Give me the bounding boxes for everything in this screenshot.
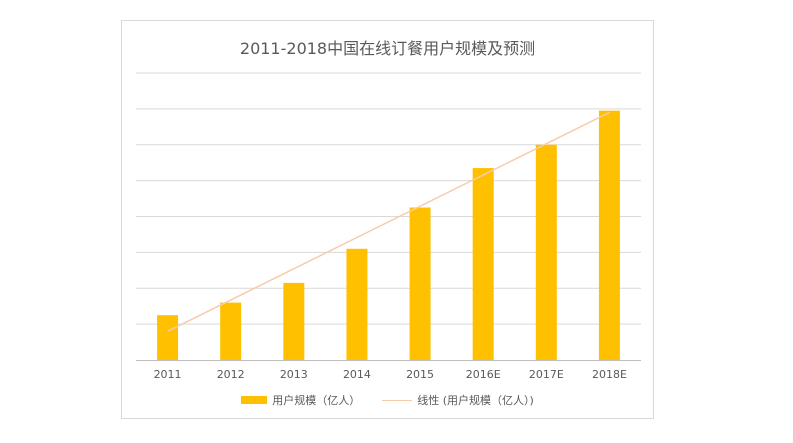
x-tick-label-2015: 2015 — [406, 368, 434, 381]
bar-2011 — [157, 315, 179, 360]
bar-series — [157, 110, 620, 360]
bar-2013 — [283, 282, 305, 360]
legend-bar-swatch — [241, 396, 268, 404]
bar-2015 — [409, 207, 431, 360]
bar-2012 — [220, 302, 242, 360]
x-tick-label-2018E: 2018E — [592, 368, 627, 381]
chart-title: 2011-2018中国在线订餐用户规模及预测 — [239, 39, 536, 58]
x-tick-label-2016E: 2016E — [466, 368, 501, 381]
legend-trendline-swatch — [382, 399, 413, 401]
legend: 用户规模（亿人） 线性 (用户规模（亿人）) — [122, 392, 653, 408]
bar-2017E — [535, 144, 557, 360]
x-tick-label-2017E: 2017E — [529, 368, 564, 381]
trendline-path — [167, 111, 610, 332]
chart-plot: 2011 2012 2013 2014 2015 2016E 2017E 2018E — [136, 72, 641, 381]
x-tick-labels: 2011 2012 2013 2014 2015 2016E 2017E 2018E — [154, 368, 627, 381]
legend-bar-label: 用户规模（亿人） — [272, 394, 361, 407]
x-tick-label-2012: 2012 — [217, 368, 245, 381]
legend-item-bar: 用户规模（亿人） — [241, 392, 360, 408]
bar-2018E — [598, 110, 620, 360]
x-tick-label-2011: 2011 — [154, 368, 182, 381]
x-tick-label-2014: 2014 — [343, 368, 371, 381]
x-tick-label-2013: 2013 — [280, 368, 308, 381]
legend-trendline-label: 线性 (用户规模（亿人）) — [417, 394, 534, 407]
gridlines — [136, 72, 641, 325]
trendline — [167, 111, 610, 332]
bar-2016E — [472, 168, 494, 360]
chart-frame: 2011-2018中国在线订餐用户规模及预测 2011 2012 2013 2014 2… — [121, 20, 654, 419]
legend-item-trendline: 线性 (用户规模（亿人）) — [382, 392, 534, 408]
bar-2014 — [346, 248, 368, 360]
